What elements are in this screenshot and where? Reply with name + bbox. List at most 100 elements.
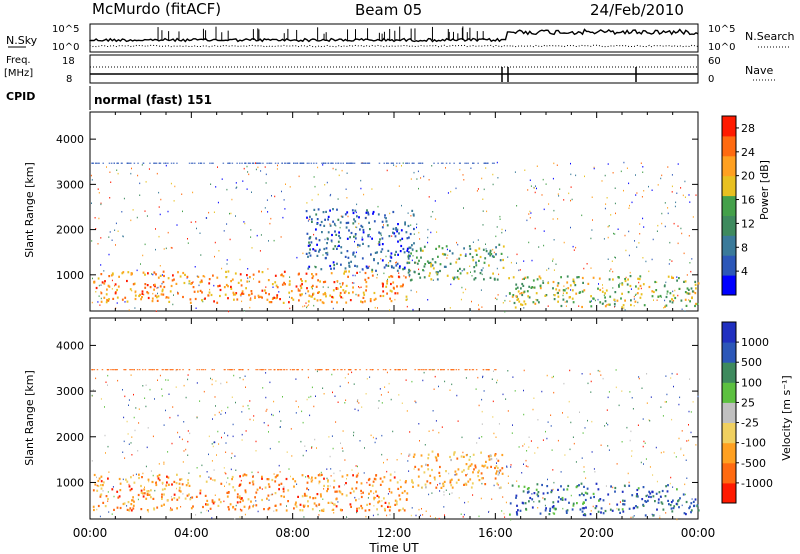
- scatter-point: [449, 307, 451, 309]
- data-cell: [557, 295, 560, 298]
- data-cell: [161, 488, 164, 491]
- scatter-point: [145, 181, 147, 183]
- data-cell: [367, 213, 370, 216]
- data-cell: [535, 292, 538, 295]
- data-cell: [121, 272, 124, 275]
- data-cell: [657, 498, 660, 501]
- data-cell: [686, 292, 689, 295]
- data-cell: [361, 238, 364, 241]
- scatter-point: [405, 379, 407, 381]
- scatter-point: [311, 287, 313, 290]
- data-cell: [165, 296, 168, 299]
- data-cell: [495, 253, 497, 256]
- scatter-point: [512, 424, 513, 426]
- data-cell: [546, 491, 549, 495]
- scatter-point: [120, 162, 123, 164]
- data-cell: [479, 272, 482, 275]
- scatter-point: [337, 198, 339, 200]
- data-cell: [113, 508, 115, 511]
- data-cell: [564, 498, 567, 501]
- scatter-point: [354, 274, 356, 277]
- scatter-point: [639, 223, 641, 225]
- scatter-point: [154, 162, 157, 164]
- data-cell: [676, 279, 678, 282]
- data-cell: [431, 258, 434, 261]
- data-cell: [550, 489, 553, 492]
- scatter-point: [235, 469, 237, 471]
- data-cell: [217, 504, 220, 507]
- scatter-point: [371, 188, 373, 190]
- data-cell: [396, 481, 399, 484]
- scatter-point: [177, 431, 179, 434]
- data-cell: [284, 283, 286, 286]
- scatter-point: [192, 281, 194, 283]
- scatter-point: [420, 369, 423, 371]
- data-cell: [520, 287, 522, 290]
- data-cell: [550, 491, 553, 494]
- scatter-point: [217, 201, 219, 204]
- data-cell: [305, 210, 308, 213]
- data-cell: [406, 261, 409, 265]
- scatter-point: [228, 310, 229, 313]
- data-cell: [497, 470, 500, 473]
- data-cell: [126, 279, 128, 283]
- data-cell: [336, 287, 339, 290]
- scatter-point: [438, 431, 440, 434]
- data-cell: [226, 491, 229, 494]
- scatter-point: [401, 402, 403, 404]
- scatter-point: [115, 244, 116, 246]
- scatter-point: [670, 476, 672, 479]
- scatter-point: [243, 221, 245, 223]
- data-cell: [392, 281, 395, 284]
- data-cell: [377, 213, 380, 216]
- scatter-point: [296, 162, 299, 164]
- data-cell: [212, 274, 214, 277]
- data-cell: [306, 287, 308, 290]
- data-cell: [508, 277, 510, 280]
- scatter-point: [97, 301, 99, 303]
- data-cell: [330, 272, 333, 275]
- data-cell: [581, 305, 583, 309]
- data-cell: [162, 293, 165, 296]
- scatter-point: [431, 165, 433, 167]
- data-cell: [467, 465, 470, 468]
- scatter-point: [674, 205, 676, 208]
- data-cell: [501, 467, 504, 470]
- scatter-point: [449, 162, 451, 164]
- scatter-point: [411, 380, 413, 383]
- data-cell: [386, 292, 388, 295]
- data-cell: [106, 298, 108, 302]
- scatter-point: [385, 255, 387, 258]
- data-cell: [407, 224, 410, 228]
- scatter-point: [239, 162, 241, 164]
- data-cell: [310, 286, 313, 289]
- scatter-point: [270, 494, 272, 496]
- data-cell: [244, 489, 247, 492]
- scatter-point: [122, 478, 124, 481]
- data-cell: [227, 270, 230, 273]
- scatter-point: [387, 391, 389, 393]
- scatter-point: [568, 400, 570, 403]
- data-cell: [400, 229, 403, 232]
- scatter-point: [625, 249, 627, 252]
- data-cell: [250, 500, 252, 503]
- colorbar-swatch: [722, 255, 736, 276]
- data-cell: [405, 498, 408, 501]
- scatter-point: [428, 179, 430, 181]
- data-cell: [491, 255, 494, 258]
- data-cell: [480, 269, 483, 272]
- data-cell: [358, 507, 361, 510]
- scatter-point: [665, 281, 667, 284]
- scatter-point: [691, 498, 693, 500]
- scatter-point: [380, 234, 382, 237]
- scatter-point: [211, 383, 213, 386]
- scatter-point: [386, 470, 388, 473]
- data-cell: [411, 244, 413, 247]
- scatter-point: [640, 461, 642, 464]
- scatter-point: [364, 447, 365, 449]
- data-cell: [636, 292, 639, 295]
- scatter-point: [359, 286, 361, 289]
- scatter-point: [341, 169, 343, 172]
- scatter-point: [211, 517, 213, 519]
